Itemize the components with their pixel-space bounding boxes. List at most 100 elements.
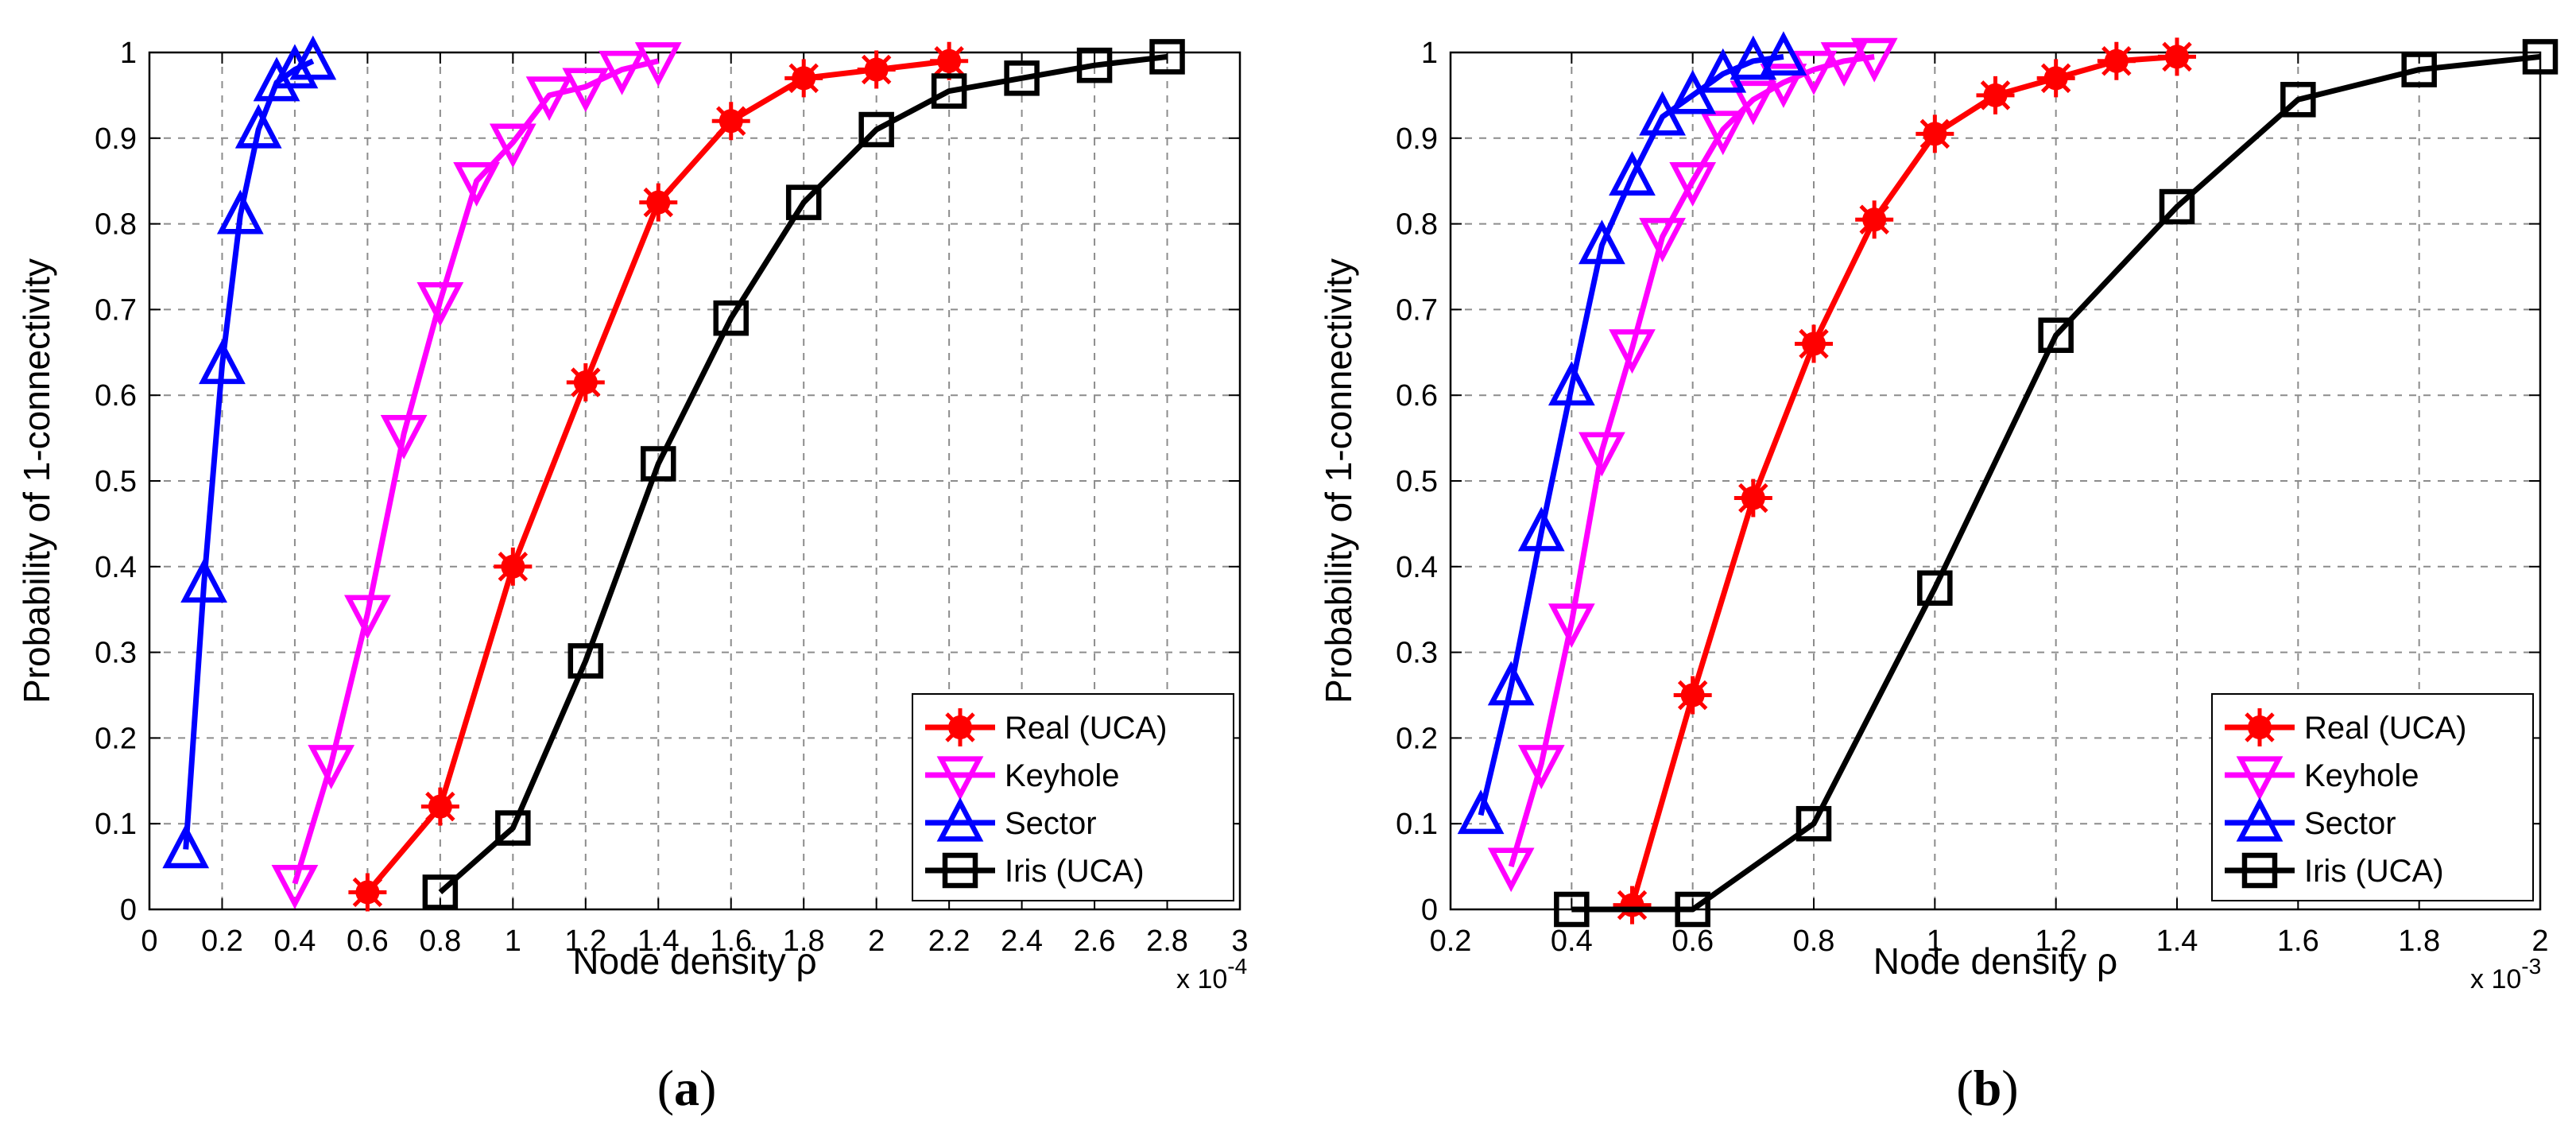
- data-point: [1517, 506, 1565, 552]
- y-tick-label: 0.3: [1396, 637, 1438, 670]
- y-tick-label: 0.4: [1396, 551, 1438, 584]
- x-tick-label: 0.6: [347, 924, 389, 958]
- data-point: [2158, 37, 2196, 76]
- data-point: [1487, 661, 1535, 706]
- y-axis-title: Probability of 1-connectivity: [1318, 258, 1359, 704]
- x-tick-label: 2.4: [1001, 924, 1043, 958]
- data-point: [289, 35, 337, 80]
- panel-label: (a): [657, 1060, 717, 1116]
- legend-marker: [942, 852, 978, 889]
- panel-label-letter: b: [1974, 1060, 2002, 1116]
- axes-frame: [1449, 51, 2542, 911]
- x-tick-label: 2.8: [1146, 924, 1188, 958]
- x-tick-label: 2.6: [1074, 924, 1116, 958]
- series-sector: [1457, 31, 1807, 835]
- chart-panel-a: 0 0.2 0.4 0.6 0.8 1 1.2 1.4 1.6 1.8 2 2.2 2.4 2.6 2.8 3…: [16, 35, 1249, 1116]
- series-line: [1571, 53, 2541, 913]
- data-point: [1149, 39, 1185, 75]
- x-tick-label: 1.6: [710, 924, 752, 958]
- series-keyhole: [271, 42, 682, 909]
- x-tick-label: 0.2: [201, 924, 243, 958]
- series-iris-uca: [422, 39, 1185, 910]
- panel-label-close: ): [2001, 1060, 2018, 1116]
- data-point: [1669, 162, 1717, 207]
- x-tick-label: 0.8: [419, 924, 461, 958]
- data-point: [1675, 891, 1710, 928]
- y-tick-label: 0.7: [95, 293, 137, 327]
- data-point: [784, 59, 823, 98]
- data-point: [271, 865, 319, 909]
- legend: Real (UCA) Keyhole Sector Iris (UCA): [912, 693, 1234, 901]
- data-point: [1699, 48, 1747, 93]
- data-point: [234, 103, 282, 149]
- data-point: [420, 787, 459, 826]
- series-sector: [162, 35, 337, 869]
- data-point: [1639, 91, 1686, 136]
- legend-label: Keyhole: [2304, 758, 2419, 793]
- data-point: [930, 41, 969, 80]
- x-tick-label: 2: [868, 924, 885, 958]
- x-axis: 0.2 0.4 0.6 0.8 1 1.2 1.4 1.6 1.8 2: [1430, 52, 2549, 958]
- y-tick-label: 0.6: [1396, 379, 1438, 413]
- data-point: [2038, 317, 2074, 353]
- legend-marker: [2236, 797, 2284, 842]
- x-tick-label: 0.8: [1793, 924, 1835, 958]
- x-tick-label: 1.8: [783, 924, 825, 958]
- data-point: [180, 558, 227, 603]
- legend-marker: [936, 756, 984, 801]
- x-tick-label: 1.2: [2035, 924, 2077, 958]
- x-tick-label: 0.4: [1551, 924, 1593, 958]
- legend-marker: [2236, 756, 2284, 801]
- data-point: [1699, 110, 1747, 156]
- data-point: [453, 162, 500, 207]
- data-point: [416, 281, 464, 327]
- data-point: [1916, 114, 1954, 153]
- x-tick-label: 1.4: [2156, 924, 2198, 958]
- data-point: [2097, 41, 2136, 80]
- data-point: [1517, 745, 1565, 789]
- series-line: [1629, 53, 2178, 906]
- chart-panel-b: 0.2 0.4 0.6 0.8 1 1.2 1.4 1.6 1.8 200.10.20.30.40…: [1318, 31, 2559, 1116]
- data-point: [1548, 603, 1595, 649]
- legend: Real (UCA) Keyhole Sector Iris (UCA): [2211, 693, 2534, 901]
- series-line: [183, 58, 315, 850]
- panel-label-open: (: [1956, 1060, 1973, 1116]
- x-tick-label: 1.6: [2277, 924, 2319, 958]
- y-tick-label: 0.6: [95, 379, 137, 413]
- data-point: [1004, 60, 1040, 96]
- y-axis-title: Probability of 1-connectivity: [16, 258, 57, 704]
- data-point: [308, 745, 355, 789]
- data-point: [641, 446, 676, 482]
- x-axis: 0 0.2 0.4 0.6 0.8 1 1.2 1.4 1.6 1.8 2 2.2 2.4 2.6 2.8 3: [141, 52, 1249, 958]
- x-axis-title: Node density ρ: [1873, 940, 2117, 982]
- axes-frame: [148, 51, 1242, 911]
- data-point: [1820, 42, 1868, 87]
- x-tick-label: 1: [505, 924, 521, 958]
- panel-label: (b): [1956, 1060, 2018, 1116]
- legend-item: Iris (UCA): [925, 852, 1145, 889]
- data-point: [857, 50, 896, 89]
- data-point: [713, 300, 749, 336]
- x-tick-label: 1.4: [637, 924, 680, 958]
- data-point: [2280, 82, 2316, 118]
- x-axis-exponent-base: x 10: [2470, 964, 2521, 994]
- x-tick-label: 2.2: [928, 924, 970, 958]
- data-point: [1855, 200, 1894, 239]
- panel-label-close: ): [699, 1060, 716, 1116]
- y-tick-label: 0.8: [95, 208, 137, 242]
- legend-label: Real (UCA): [2304, 711, 2466, 746]
- data-point: [199, 339, 246, 385]
- legend-label: Keyhole: [1005, 758, 1120, 793]
- data-point: [2159, 188, 2195, 225]
- data-point: [567, 643, 604, 679]
- data-point: [495, 810, 531, 846]
- legend-item: Sector: [925, 797, 1097, 842]
- legend-item: Keyhole: [925, 756, 1120, 801]
- legend-item: Keyhole: [2225, 756, 2419, 801]
- y-tick-label: 0.9: [95, 122, 137, 156]
- series-line: [438, 53, 1168, 895]
- data-point: [711, 102, 750, 141]
- data-point: [858, 111, 894, 148]
- legend-label: Iris (UCA): [2304, 854, 2444, 889]
